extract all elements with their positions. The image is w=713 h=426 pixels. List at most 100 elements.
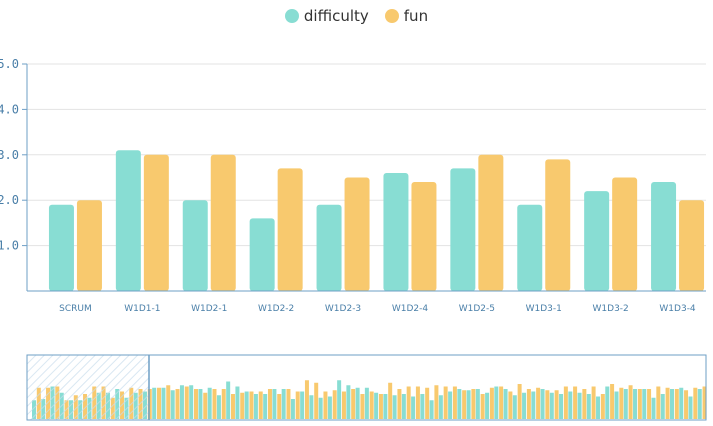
overview-bar-fun <box>258 391 263 419</box>
overview-bar-difficulty <box>411 396 416 419</box>
overview-bar-fun <box>452 386 457 419</box>
overview-bar-fun <box>628 385 633 419</box>
overview-bar-difficulty <box>494 386 499 419</box>
overview-bar-difficulty <box>300 391 305 419</box>
bar-difficulty-W1D2-3[interactable] <box>316 204 342 291</box>
overview-bar-difficulty <box>568 391 573 419</box>
overview-bar-fun <box>600 394 605 419</box>
overview-bar-difficulty <box>475 389 480 419</box>
overview-bar-fun <box>489 387 494 419</box>
overview-bar-difficulty <box>161 387 166 419</box>
overview-bar-difficulty <box>207 387 212 419</box>
overview-bar-difficulty <box>485 392 490 419</box>
overview-bar-fun <box>462 390 467 419</box>
overview-bar-difficulty <box>438 395 443 419</box>
x-tick-label: W1D2-4 <box>392 304 429 314</box>
overview-bar-fun <box>341 391 346 419</box>
x-tick-label: W1D2-5 <box>459 304 495 314</box>
overview-bar-difficulty <box>531 391 536 419</box>
bar-fun-W1D2-4[interactable] <box>411 182 437 291</box>
overview-bar-fun <box>397 389 402 419</box>
overview-bar-difficulty <box>549 392 554 419</box>
overview-bar-difficulty <box>651 397 656 419</box>
overview-bar-difficulty <box>688 396 693 419</box>
bar-fun-SCRUM[interactable] <box>76 200 102 291</box>
overview-bar-fun <box>582 389 587 419</box>
overview-bar-difficulty <box>448 391 453 419</box>
overview-bar-fun <box>240 392 245 419</box>
overview-bar-difficulty <box>244 391 249 419</box>
overview-bar-difficulty <box>318 397 323 419</box>
x-tick-label: W1D2-3 <box>325 304 361 314</box>
overview-bar-fun <box>212 389 217 419</box>
overview-bar-fun <box>351 389 356 419</box>
overview-bar-difficulty <box>189 385 194 419</box>
overview-bar-fun <box>277 394 282 419</box>
overview-slider[interactable] <box>26 354 707 421</box>
legend-swatch-fun <box>384 9 399 23</box>
legend-swatch-difficulty <box>284 9 299 23</box>
overview-selection-window[interactable] <box>27 355 149 420</box>
bar-fun-W1D3-1[interactable] <box>545 159 571 291</box>
overview-bar-difficulty <box>392 395 397 419</box>
bar-fun-W1D2-1[interactable] <box>210 154 236 291</box>
overview-bar-difficulty <box>309 395 314 419</box>
overview-bar-fun <box>471 389 476 419</box>
y-tick-label: 2.0 <box>0 193 19 207</box>
overview-bar-fun <box>434 385 439 419</box>
overview-bar-fun <box>332 390 337 419</box>
bar-difficulty-W1D2-5[interactable] <box>450 168 476 291</box>
overview-bar-fun <box>388 382 393 419</box>
overview-bar-difficulty <box>577 392 582 419</box>
bar-fun-W1D2-3[interactable] <box>344 177 370 292</box>
bar-fun-W1D3-2[interactable] <box>612 177 638 292</box>
overview-bar-difficulty <box>253 394 258 419</box>
overview-bar-difficulty <box>170 390 175 419</box>
overview-bar-fun <box>184 386 189 419</box>
overview-bar-fun <box>203 392 208 419</box>
overview-bar-fun <box>166 385 171 419</box>
overview-bar-fun <box>249 391 254 419</box>
bar-difficulty-W1D2-2[interactable] <box>249 218 275 291</box>
overview-bar-fun <box>563 386 568 419</box>
overview-bar-fun <box>545 390 550 419</box>
bar-difficulty-SCRUM[interactable] <box>48 204 74 291</box>
bar-difficulty-W1D3-4[interactable] <box>651 182 677 291</box>
bar-fun-W1D1-1[interactable] <box>143 154 169 291</box>
overview-bar-difficulty <box>586 394 591 419</box>
legend-item-fun[interactable]: fun <box>384 7 429 25</box>
overview-bar-fun <box>517 384 522 419</box>
overview-bar-fun <box>665 387 670 419</box>
y-tick-label: 5.0 <box>0 57 19 71</box>
overview-bar-fun <box>360 394 365 419</box>
bar-difficulty-W1D3-2[interactable] <box>584 191 610 291</box>
bar-difficulty-W1D1-1[interactable] <box>115 150 141 291</box>
overview-bar-difficulty <box>697 389 702 419</box>
overview-bar-difficulty <box>466 390 471 419</box>
overview-bar-fun <box>499 386 504 419</box>
bar-difficulty-W1D2-1[interactable] <box>182 200 208 291</box>
x-tick-label: W1D2-1 <box>191 304 227 314</box>
overview-bar-difficulty <box>540 389 545 419</box>
overview-bar-fun <box>369 391 374 419</box>
bar-difficulty-W1D3-1[interactable] <box>517 204 543 291</box>
overview-bar-fun <box>443 386 448 419</box>
overview-bar-fun <box>267 389 272 419</box>
legend-item-difficulty[interactable]: difficulty <box>284 7 369 25</box>
overview-bar-fun <box>702 386 707 419</box>
bar-difficulty-W1D2-4[interactable] <box>383 172 409 291</box>
overview-bar-fun <box>314 382 319 419</box>
overview-bar-difficulty <box>281 389 286 419</box>
legend-label-fun: fun <box>403 7 429 25</box>
bar-fun-W1D2-5[interactable] <box>478 154 504 291</box>
overview-bar-fun <box>406 386 411 419</box>
overview-bar-fun <box>480 394 485 419</box>
overview-bar-fun <box>619 387 624 419</box>
overview-bar-difficulty <box>633 389 638 419</box>
overview-bar-fun <box>554 390 559 419</box>
overview-bar-difficulty <box>374 392 379 419</box>
bar-fun-W1D3-4[interactable] <box>679 200 705 291</box>
overview-bar-difficulty <box>401 394 406 419</box>
bar-fun-W1D2-2[interactable] <box>277 168 303 291</box>
overview-bar-fun <box>304 380 309 419</box>
